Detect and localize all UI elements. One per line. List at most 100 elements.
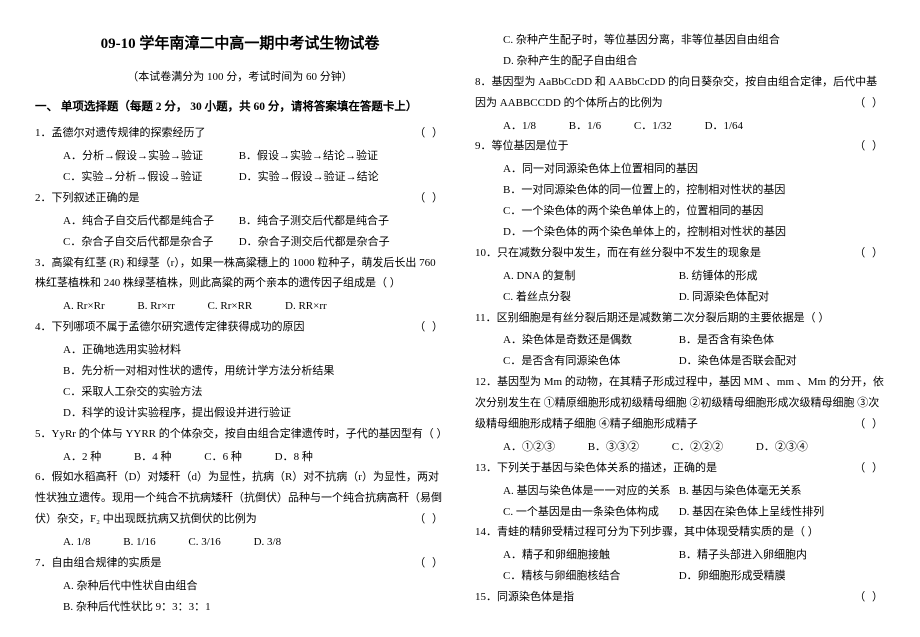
q1-a: A．分析→假设→实验→验证: [63, 146, 239, 167]
q7-paren: （ ）: [414, 553, 445, 574]
q11-a: A．染色体是奇数还是偶数: [503, 330, 679, 351]
q7-b: B. 杂种后代性状比 9：3：3：1: [35, 597, 445, 618]
q3-a: A. Rr×Rr: [63, 296, 105, 317]
q1-d: D．实验→假设→验证→结论: [239, 167, 415, 188]
q12-opts: A．①②③ B．③③② C．②②② D．②③④: [475, 437, 885, 458]
q4-paren: （ ）: [414, 317, 445, 338]
q12: 12．基因型为 Mm 的动物，在其精子形成过程中，基因 MM 、mm 、Mm 的…: [475, 372, 885, 435]
q10-a: A. DNA 的复制: [503, 266, 679, 287]
q8-c: C．1/32: [634, 116, 672, 137]
q2-a: A．纯合子自交后代都是纯合子: [63, 211, 239, 232]
q9-stem: 9．等位基因是位于: [475, 140, 569, 152]
q9-c: C．一个染色体的两个染色单体上的，位置相同的基因: [475, 201, 885, 222]
q9-paren: （ ）: [854, 136, 885, 157]
q8-b: B．1/6: [569, 116, 601, 137]
q7-d: D. 杂种产生的配子自由组合: [475, 51, 885, 72]
q1-b: B．假设→实验→结论→验证: [239, 146, 415, 167]
q5-c: C．6 种: [204, 447, 242, 468]
q8-opts: A．1/8 B．1/6 C．1/32 D．1/64: [475, 116, 885, 137]
q3: 3．高粱有红茎 (R) 和绿茎（r），如果一株高粱穗上的 1000 粒种子，萌发…: [35, 253, 445, 295]
q10-d: D. 同源染色体配对: [679, 287, 855, 308]
q3-d: D. RR×rr: [285, 296, 327, 317]
q3-opts: A. Rr×Rr B. Rr×rr C. Rr×RR D. RR×rr: [35, 296, 445, 317]
q9-d: D．一个染色体的两个染色单体上的，控制相对性状的基因: [475, 222, 885, 243]
q2-c: C．杂合子自交后代都是杂合子: [63, 232, 239, 253]
q5-stem: 5．YyRr 的个体与 YYRR 的个体杂交，按自由组合定律遗传时，子代的基因型…: [35, 428, 448, 440]
q8-paren: （ ）: [854, 93, 885, 114]
section-1-heading: 一、 单项选择题（每题 2 分， 30 小题，共 60 分，请将答案填在答题卡上…: [35, 97, 445, 119]
q4-a: A．正确地选用实验材料: [35, 340, 445, 361]
q6-opts: A. 1/8 B. 1/16 C. 3/16 D. 3/8: [35, 532, 445, 553]
q10-stem: 10．只在减数分裂中发生，而在有丝分裂中不发生的现象是: [475, 247, 761, 259]
q10: 10．只在减数分裂中发生，而在有丝分裂中不发生的现象是 （ ）: [475, 243, 885, 264]
q13-c: C. 一个基因是由一条染色体构成: [503, 502, 679, 523]
q8-d: D．1/64: [705, 116, 744, 137]
q10-opts: A. DNA 的复制B. 纺锤体的形成 C. 着丝点分裂D. 同源染色体配对: [475, 266, 885, 308]
q5: 5．YyRr 的个体与 YYRR 的个体杂交，按自由组合定律遗传时，子代的基因型…: [35, 424, 445, 445]
q11-opts: A．染色体是奇数还是偶数B．是否含有染色体 C．是否含有同源染色体D．染色体是否…: [475, 330, 885, 372]
q2-paren: （ ）: [414, 188, 445, 209]
q13-paren: （ ）: [854, 458, 885, 479]
q2-opts: A．纯合子自交后代都是纯合子B．纯合子测交后代都是纯合子 C．杂合子自交后代都是…: [35, 211, 445, 253]
q5-a: A．2 种: [63, 447, 101, 468]
q14-b: B．精子头部进入卵细胞内: [679, 545, 855, 566]
q1-c: C．实验→分析→假设→验证: [63, 167, 239, 188]
q6-c: C. 3/16: [188, 532, 220, 553]
q3-stem: 3．高粱有红茎 (R) 和绿茎（r），如果一株高粱穗上的 1000 粒种子，萌发…: [35, 257, 436, 290]
q9-b: B．一对同源染色体的同一位置上的，控制相对性状的基因: [475, 180, 885, 201]
q6-d: D. 3/8: [254, 532, 282, 553]
q11-stem: 11．区别细胞是有丝分裂后期还是减数第二次分裂后期的主要依据是（ ）: [475, 312, 829, 324]
q8: 8．基因型为 AaBbCcDD 和 AABbCcDD 的向日葵杂交，按自由组合定…: [475, 72, 885, 114]
q8-stem: 8．基因型为 AaBbCcDD 和 AABbCcDD 的向日葵杂交，按自由组合定…: [475, 76, 877, 109]
q7-a: A. 杂种后代中性状自由组合: [35, 576, 445, 597]
q5-d: D．8 种: [275, 447, 313, 468]
q6-stem: 6．假如水稻高秆（D）对矮秆（d）为显性，抗病（R）对不抗病（r）为显性，两对性…: [35, 471, 442, 525]
q12-stem: 12．基因型为 Mm 的动物，在其精子形成过程中，基因 MM 、mm 、Mm 的…: [475, 376, 884, 430]
q14-opts: A．精子和卵细胞接触B．精子头部进入卵细胞内 C．精核与卵细胞核结合D．卵细胞形…: [475, 545, 885, 587]
q10-b: B. 纺锤体的形成: [679, 266, 855, 287]
q13-b: B. 基因与染色体毫无关系: [679, 481, 855, 502]
q6-b: B. 1/16: [123, 532, 155, 553]
q12-paren: （ ）: [854, 414, 885, 435]
q7: 7．自由组合规律的实质是 （ ）: [35, 553, 445, 574]
q5-b: B．4 种: [134, 447, 172, 468]
q12-a: A．①②③: [503, 437, 555, 458]
right-column: C. 杂种产生配子时，等位基因分离，非等位基因自由组合 D. 杂种产生的配子自由…: [460, 30, 900, 617]
q1-paren: （ ）: [414, 123, 445, 144]
q6-paren: （ ）: [414, 509, 445, 530]
q2-d: D．杂合子测交后代都是杂合子: [239, 232, 415, 253]
q11: 11．区别细胞是有丝分裂后期还是减数第二次分裂后期的主要依据是（ ）: [475, 308, 885, 329]
q4: 4．下列哪项不属于孟德尔研究遗传定律获得成功的原因 （ ）: [35, 317, 445, 338]
q11-c: C．是否含有同源染色体: [503, 351, 679, 372]
q14-d: D．卵细胞形成受精膜: [679, 566, 855, 587]
q14-c: C．精核与卵细胞核结合: [503, 566, 679, 587]
q13-a: A. 基因与染色体是一一对应的关系: [503, 481, 679, 502]
q4-c: C．采取人工杂交的实验方法: [35, 382, 445, 403]
q4-b: B．先分析一对相对性状的遗传，用统计学方法分析结果: [35, 361, 445, 382]
q10-c: C. 着丝点分裂: [503, 287, 679, 308]
q13: 13．下列关于基因与染色体关系的描述，正确的是 （ ）: [475, 458, 885, 479]
q12-b: B．③③②: [588, 437, 639, 458]
q9-a: A．同一对同源染色体上位置相同的基因: [475, 159, 885, 180]
q15-paren: （ ）: [854, 587, 885, 608]
q10-paren: （ ）: [854, 243, 885, 264]
q4-stem: 4．下列哪项不属于孟德尔研究遗传定律获得成功的原因: [35, 321, 305, 333]
q13-d: D. 基因在染色体上呈线性排列: [679, 502, 855, 523]
q13-stem: 13．下列关于基因与染色体关系的描述，正确的是: [475, 462, 717, 474]
q6-a: A. 1/8: [63, 532, 91, 553]
q15-stem: 15．同源染色体是指: [475, 591, 574, 603]
q1-opts: A．分析→假设→实验→验证B．假设→实验→结论→验证 C．实验→分析→假设→验证…: [35, 146, 445, 188]
exam-title: 09-10 学年南漳二中高一期中考试生物试卷: [35, 30, 445, 59]
q1: 1．孟德尔对遗传规律的探索经历了 （ ）: [35, 123, 445, 144]
q11-b: B．是否含有染色体: [679, 330, 855, 351]
q14: 14．青蛙的精卵受精过程可分为下列步骤，其中体现受精实质的是（ ）: [475, 522, 885, 543]
q2: 2．下列叙述正确的是 （ ）: [35, 188, 445, 209]
q5-opts: A．2 种 B．4 种 C．6 种 D．8 种: [35, 447, 445, 468]
q11-d: D．染色体是否联会配对: [679, 351, 855, 372]
exam-subtitle: （本试卷满分为 100 分，考试时间为 60 分钟）: [35, 67, 445, 88]
q2-stem: 2．下列叙述正确的是: [35, 192, 140, 204]
q3-c: C. Rr×RR: [208, 296, 253, 317]
q12-c: C．②②②: [672, 437, 723, 458]
q9: 9．等位基因是位于 （ ）: [475, 136, 885, 157]
q13-opts: A. 基因与染色体是一一对应的关系B. 基因与染色体毫无关系 C. 一个基因是由…: [475, 481, 885, 523]
